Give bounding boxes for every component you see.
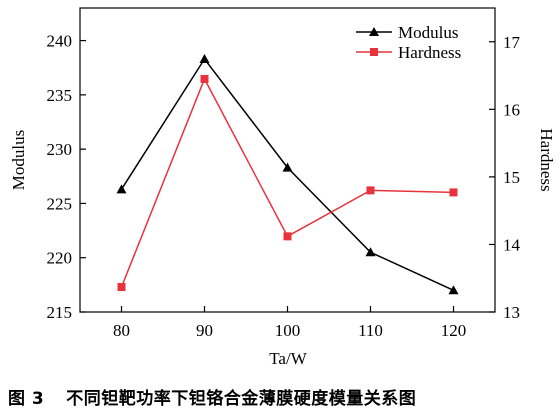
legend-label-hardness: Hardness [398, 43, 461, 62]
hardness-point [283, 232, 292, 241]
y-right-tick-label: 17 [503, 33, 521, 52]
x-tick-label: 90 [196, 321, 213, 340]
y-left-tick-label: 230 [47, 140, 73, 159]
x-tick-label: 110 [358, 321, 383, 340]
x-tick-label: 100 [275, 321, 301, 340]
modulus-point [365, 247, 376, 257]
legend-marker-hardness [370, 48, 378, 56]
modulus-point [199, 54, 210, 64]
left-axis: 215 220 225 230 235 240 [47, 32, 86, 322]
x-axis: 80 90 100 110 120 [113, 306, 466, 340]
figure-caption: 图 3 不同钽靶功率下钽铬合金薄膜硬度模量关系图 [0, 380, 560, 412]
modulus-point [448, 285, 459, 295]
hardness-point [366, 186, 375, 195]
chart: 215 220 225 230 235 240 13 14 15 16 17 80 90 100 110… [9, 7, 556, 368]
x-tick-label: 80 [113, 321, 130, 340]
figure-caption-text: 不同钽靶功率下钽铬合金薄膜硬度模量关系图 [66, 388, 417, 409]
hardness-point [117, 283, 126, 292]
y-right-tick-label: 15 [503, 168, 520, 187]
modulus-point [116, 184, 127, 194]
y-right-axis-label: Hardness [537, 128, 556, 191]
x-axis-label: Ta/W [269, 349, 307, 368]
y-left-tick-label: 225 [47, 194, 73, 213]
modulus-point [282, 162, 293, 172]
x-tick-label: 120 [441, 321, 467, 340]
right-axis: 13 14 15 16 17 [489, 33, 521, 322]
y-left-axis-label: Modulus [9, 130, 28, 190]
y-right-tick-label: 16 [503, 100, 520, 119]
hardness-point [449, 188, 458, 197]
y-right-tick-label: 13 [503, 303, 520, 322]
y-left-tick-label: 215 [47, 303, 73, 322]
y-right-tick-label: 14 [503, 235, 521, 254]
modulus-line [120, 57, 454, 291]
y-left-tick-label: 220 [47, 249, 73, 268]
figure-number: 图 3 [8, 388, 45, 409]
legend-marker-modulus [369, 27, 379, 36]
hardness-point [200, 74, 209, 83]
y-left-tick-label: 240 [47, 32, 73, 51]
series-layer [116, 54, 459, 295]
y-left-tick-label: 235 [47, 86, 73, 105]
legend-label-modulus: Modulus [398, 23, 458, 42]
